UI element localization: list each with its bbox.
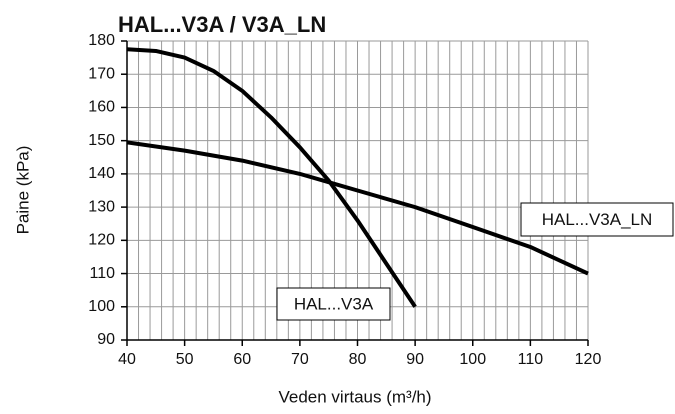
x-tick-label: 50 (176, 351, 194, 368)
x-tick-label: 90 (406, 351, 424, 368)
y-axis-label: Paine (kPa) (13, 146, 32, 235)
x-tick-label: 40 (118, 351, 136, 368)
series-label-box (520, 202, 674, 237)
y-tick-label: 150 (88, 132, 115, 149)
x-tick-label: 60 (233, 351, 251, 368)
x-tick-label: 120 (575, 351, 602, 368)
series-label-box (276, 287, 391, 321)
series-line (126, 47, 417, 308)
series-label: HAL...V3A (294, 294, 374, 313)
y-tick-label: 160 (88, 99, 115, 116)
x-tick-label: 80 (349, 351, 367, 368)
y-tick-label: 140 (88, 165, 115, 182)
series-label: HAL...V3A_LN (542, 210, 653, 229)
x-tick-label: 100 (459, 351, 486, 368)
x-axis-label: Veden virtaus (m³/h) (278, 387, 431, 406)
y-tick-label: 100 (88, 298, 115, 315)
series-line (126, 140, 589, 276)
y-tick-label: 180 (88, 32, 115, 49)
x-tick-label: 70 (291, 351, 309, 368)
y-tick-label: 110 (89, 265, 115, 282)
y-tick-label: 170 (88, 65, 115, 82)
chart-title: HAL...V3A / V3A_LN (118, 12, 326, 37)
x-tick-label: 110 (518, 351, 544, 368)
plot: HAL...V3A HAL...V3A_LN (126, 47, 674, 321)
y-tick-label: 90 (97, 331, 115, 348)
y-tick-label: 120 (88, 232, 115, 249)
y-tick-label: 130 (88, 198, 115, 215)
